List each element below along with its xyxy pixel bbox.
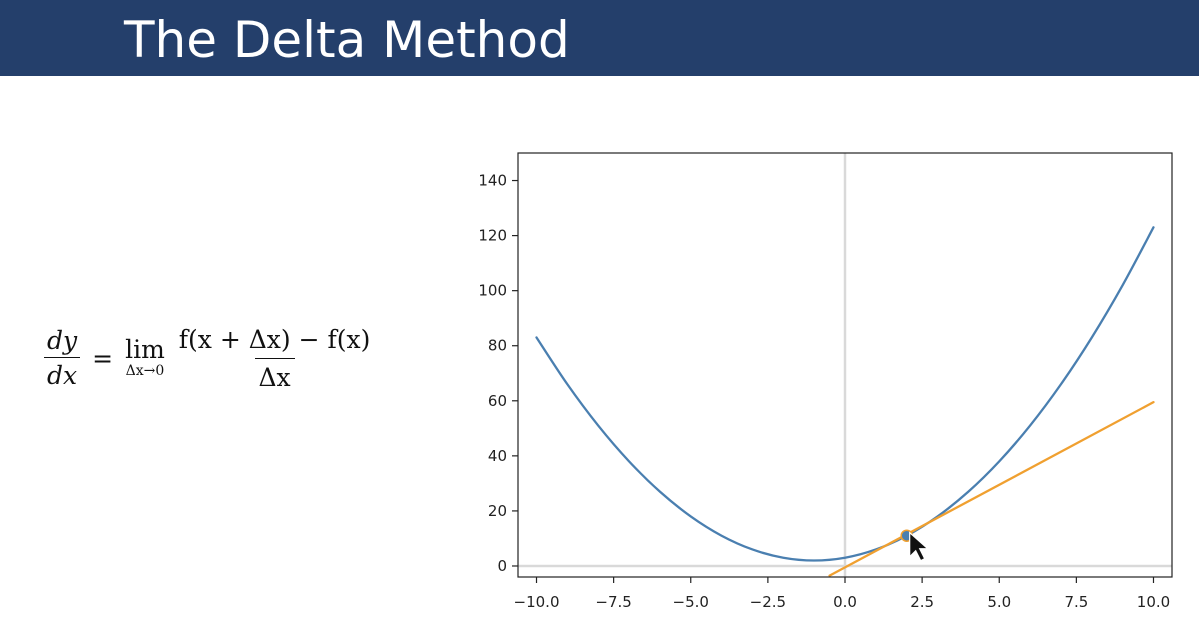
x-tick-label: −2.5 xyxy=(750,593,786,611)
x-tick-label: 2.5 xyxy=(910,593,934,611)
y-tick-label: 60 xyxy=(488,392,507,410)
x-tick-label: −5.0 xyxy=(673,593,709,611)
y-tick-label: 100 xyxy=(478,282,507,300)
difference-quotient: f(x + Δx) − f(x) Δx xyxy=(175,325,375,392)
y-tick-label: 40 xyxy=(488,447,507,465)
difference-numerator: f(x + Δx) − f(x) xyxy=(178,324,371,354)
limit-operator: lim Δx→0 xyxy=(125,335,165,380)
mouse-cursor-icon xyxy=(909,531,930,562)
x-tick-label: 5.0 xyxy=(987,593,1011,611)
delta-x-denominator: Δx xyxy=(254,357,295,392)
x-tick-label: −10.0 xyxy=(514,593,560,611)
slide-title: The Delta Method xyxy=(124,11,570,69)
x-tick-label: −7.5 xyxy=(595,593,631,611)
x-tick-label: 0.0 xyxy=(833,593,857,611)
parabola-series-line xyxy=(535,226,1155,562)
x-tick-label: 7.5 xyxy=(1064,593,1088,611)
y-tick-label: 80 xyxy=(488,337,507,355)
equals-sign: = xyxy=(92,343,114,373)
dx-denominator: dx xyxy=(44,357,81,390)
dy-numerator: dy xyxy=(47,326,78,355)
lim-subscript: Δx→0 xyxy=(125,363,165,379)
y-tick-label: 120 xyxy=(478,227,507,245)
y-tick-label: 140 xyxy=(478,172,507,190)
derivative-formula: dy dx = lim Δx→0 f(x + Δx) − f(x) Δx xyxy=(44,318,374,398)
lim-word: lim xyxy=(125,335,165,364)
x-tick-label: 10.0 xyxy=(1137,593,1170,611)
title-bar: The Delta Method xyxy=(0,0,1199,76)
tangent-series-line xyxy=(828,401,1155,577)
dy-dx-fraction: dy dx xyxy=(44,326,81,390)
y-tick-label: 0 xyxy=(497,557,507,575)
y-tick-label: 20 xyxy=(488,502,507,520)
